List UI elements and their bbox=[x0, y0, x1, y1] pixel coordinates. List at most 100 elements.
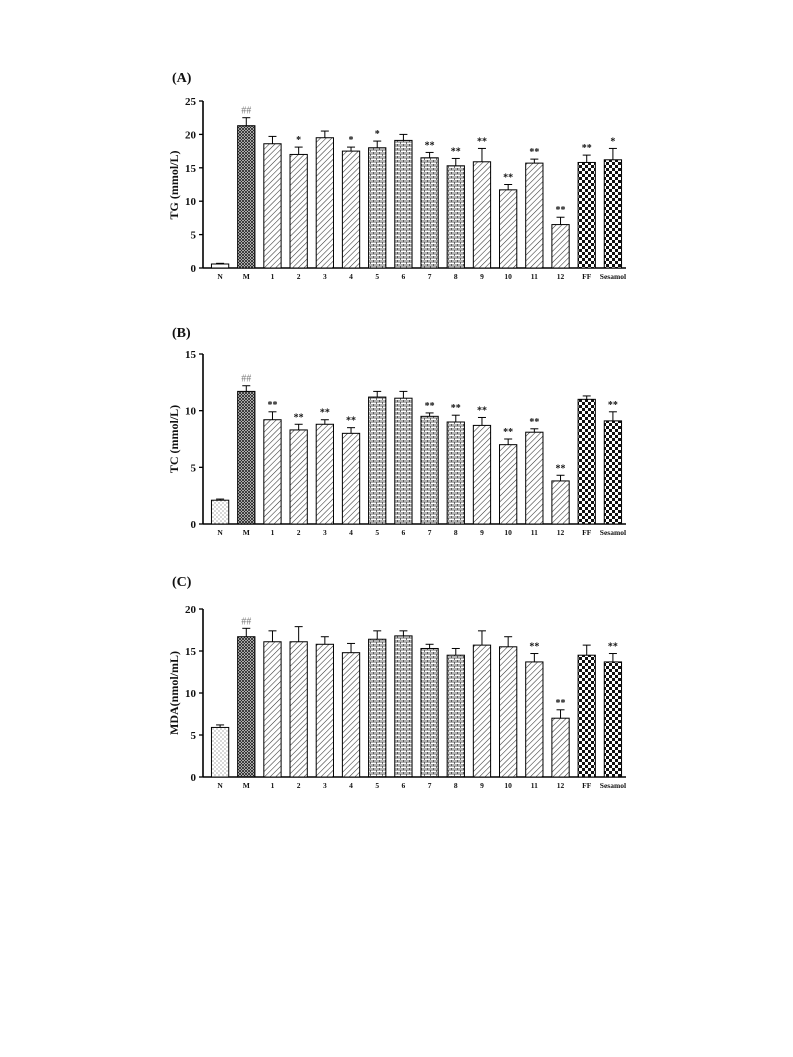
significance-label: ** bbox=[582, 143, 592, 154]
x-tick-label: 11 bbox=[531, 781, 538, 790]
y-tick-label: 10 bbox=[185, 196, 197, 208]
bar bbox=[394, 635, 413, 778]
bar bbox=[446, 654, 465, 778]
significance-label: ** bbox=[556, 463, 566, 474]
bar bbox=[472, 644, 492, 778]
bar bbox=[603, 159, 623, 269]
bar bbox=[341, 652, 361, 778]
x-tick-label: 5 bbox=[375, 781, 379, 790]
bar bbox=[499, 189, 518, 269]
bar bbox=[237, 390, 256, 525]
y-tick-label: 10 bbox=[185, 406, 197, 418]
significance-label: * bbox=[375, 129, 380, 140]
x-tick-label: 6 bbox=[402, 781, 406, 790]
bar bbox=[210, 263, 230, 269]
x-tick-label: 6 bbox=[402, 528, 406, 537]
bar bbox=[315, 137, 334, 269]
x-tick-label: 2 bbox=[297, 781, 301, 790]
bar bbox=[237, 636, 256, 778]
bar bbox=[577, 161, 596, 269]
y-tick-label: 5 bbox=[191, 730, 197, 742]
x-tick-label: 3 bbox=[323, 781, 327, 790]
bar bbox=[315, 423, 334, 525]
bar bbox=[368, 638, 387, 778]
significance-label: ** bbox=[451, 403, 461, 414]
y-tick-label: 20 bbox=[185, 604, 197, 616]
bar bbox=[237, 125, 256, 269]
x-tick-label: 5 bbox=[375, 272, 379, 281]
significance-label: ** bbox=[556, 205, 566, 216]
significance-label: ** bbox=[267, 400, 277, 411]
significance-label: ## bbox=[241, 616, 251, 627]
bar bbox=[551, 224, 570, 269]
bar bbox=[472, 161, 492, 269]
significance-label: ## bbox=[241, 106, 251, 117]
x-tick-label: 1 bbox=[271, 272, 275, 281]
y-tick-label: 0 bbox=[191, 263, 197, 275]
x-tick-label: 1 bbox=[271, 781, 275, 790]
bar bbox=[368, 396, 387, 525]
bar bbox=[525, 162, 544, 269]
significance-label: ** bbox=[503, 173, 513, 184]
bar-plot: 0 5 10 15 N M ## 1 ** 2 ** 3 ** 4 ** 5 6 7 ** 8 ** 9 ** 10 ** 11 *… bbox=[185, 349, 626, 537]
y-tick-label: 0 bbox=[191, 772, 197, 784]
significance-label: ** bbox=[529, 417, 539, 428]
x-tick-label: 7 bbox=[428, 272, 432, 281]
x-tick-label: 11 bbox=[531, 528, 538, 537]
y-axis-label: MDA(nmol/mL) bbox=[167, 651, 181, 735]
bar bbox=[289, 429, 308, 525]
x-tick-label: FF bbox=[582, 272, 592, 281]
x-tick-label: FF bbox=[582, 528, 592, 537]
x-tick-label: 7 bbox=[428, 781, 432, 790]
x-tick-label: 12 bbox=[557, 272, 565, 281]
bar bbox=[525, 661, 544, 778]
bar bbox=[499, 646, 518, 778]
x-tick-label: 11 bbox=[531, 272, 538, 281]
bar bbox=[577, 654, 596, 778]
x-tick-label: 3 bbox=[323, 272, 327, 281]
significance-label: ** bbox=[529, 642, 539, 653]
x-tick-label: N bbox=[217, 528, 223, 537]
x-tick-label: 9 bbox=[480, 272, 484, 281]
x-tick-label: M bbox=[243, 272, 250, 281]
x-tick-label: Sesamol bbox=[600, 272, 626, 281]
bar bbox=[341, 150, 361, 269]
x-tick-label: 3 bbox=[323, 528, 327, 537]
x-tick-label: M bbox=[243, 528, 250, 537]
y-tick-label: 15 bbox=[185, 349, 197, 361]
x-tick-label: 9 bbox=[480, 781, 484, 790]
x-tick-label: 8 bbox=[454, 781, 458, 790]
x-tick-label: 6 bbox=[402, 272, 406, 281]
bar bbox=[289, 153, 308, 269]
y-tick-label: 15 bbox=[185, 646, 197, 658]
y-tick-label: 25 bbox=[185, 96, 197, 108]
panel-label: (B) bbox=[172, 326, 191, 341]
significance-label: ** bbox=[608, 400, 618, 411]
y-tick-label: 0 bbox=[191, 519, 197, 531]
panel-label: (A) bbox=[172, 71, 192, 86]
x-tick-label: 10 bbox=[504, 781, 512, 790]
x-tick-label: 2 bbox=[297, 272, 301, 281]
x-tick-label: 4 bbox=[349, 272, 353, 281]
bar bbox=[499, 444, 518, 525]
panel-label: (C) bbox=[172, 575, 192, 590]
x-tick-label: M bbox=[243, 781, 250, 790]
significance-label: ** bbox=[503, 427, 513, 438]
bar bbox=[210, 726, 230, 778]
significance-label: ** bbox=[608, 642, 618, 653]
x-tick-label: 2 bbox=[297, 528, 301, 537]
significance-label: * bbox=[349, 135, 354, 146]
significance-label: ** bbox=[294, 412, 304, 423]
bar bbox=[263, 143, 282, 269]
bar bbox=[263, 641, 282, 778]
significance-label: ** bbox=[425, 401, 435, 412]
significance-label: ** bbox=[477, 405, 487, 416]
y-tick-label: 5 bbox=[191, 462, 197, 474]
x-tick-label: 9 bbox=[480, 528, 484, 537]
x-tick-label: 1 bbox=[271, 528, 275, 537]
